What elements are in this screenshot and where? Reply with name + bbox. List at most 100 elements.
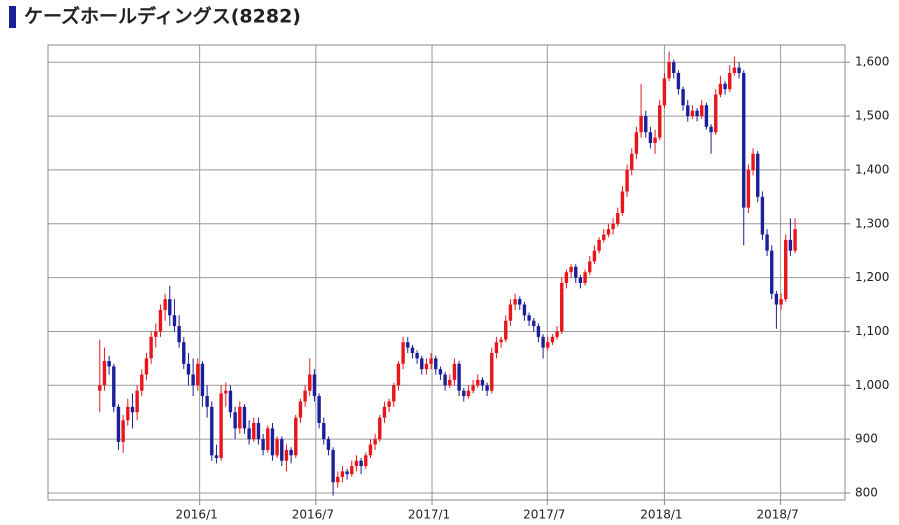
candle-body (214, 455, 219, 458)
candle-body (592, 250, 597, 262)
candle-body (149, 336, 153, 359)
candle-body (490, 353, 494, 391)
candle-body (546, 342, 550, 348)
candle-body (247, 428, 251, 440)
candle-body (751, 153, 755, 170)
candle-body (560, 283, 564, 332)
candle-body (261, 439, 265, 450)
candle-body (382, 406, 387, 418)
candle-body (326, 439, 331, 450)
candle-body (284, 449, 289, 461)
candle-body (765, 234, 769, 251)
candle-body (639, 116, 643, 133)
candle-body (172, 315, 177, 327)
candle-body (368, 444, 373, 456)
candle-body (471, 385, 475, 391)
candle-body (191, 374, 195, 386)
candle-body (602, 234, 606, 240)
candle-body (345, 471, 349, 475)
candle-body (504, 320, 508, 340)
candle-body (709, 126, 713, 133)
candle-body (354, 460, 359, 467)
candle-body (742, 73, 746, 208)
candle-body (163, 299, 167, 310)
candle-body (401, 342, 405, 364)
candle-body (718, 83, 723, 95)
candle-body (704, 105, 709, 127)
candle-body (569, 266, 573, 273)
y-tick-label: 1,300 (855, 216, 889, 230)
candle-body (760, 196, 765, 235)
plot-frame (47, 44, 846, 501)
candle-body (522, 304, 527, 316)
candle-body (695, 110, 699, 117)
candle-body (168, 299, 172, 316)
x-tick-label: 2017/7 (523, 508, 565, 522)
candle-body (210, 406, 214, 456)
candle-body (298, 401, 303, 418)
candle-body (672, 62, 676, 73)
candle-body (177, 326, 181, 343)
candle-body (513, 299, 517, 305)
candle-body (233, 412, 237, 429)
x-tick-label: 2018/7 (756, 508, 798, 522)
y-tick-label: 1,600 (855, 55, 889, 69)
candle-body (550, 336, 555, 343)
candle-body (630, 153, 634, 170)
candle-body (653, 137, 657, 143)
candle-body (574, 266, 578, 278)
candle-body (158, 309, 163, 332)
candle-body (406, 342, 410, 348)
candle-body (420, 358, 424, 370)
candle-body (616, 213, 620, 224)
candle-body (634, 132, 639, 154)
candle-body (443, 374, 447, 386)
candle-body (331, 449, 335, 483)
candle-body (224, 390, 228, 394)
candles (98, 51, 797, 496)
candle-body (625, 169, 629, 192)
candle-body (494, 342, 499, 353)
candle-body (429, 358, 433, 364)
candle-body (667, 62, 671, 79)
candle-body (532, 320, 536, 327)
candle-body (336, 476, 340, 483)
grid (48, 45, 850, 505)
candle-body (392, 385, 396, 402)
candle-body (476, 379, 480, 386)
candle-body (359, 460, 363, 467)
candle-body (182, 342, 186, 364)
candle-body (732, 67, 737, 73)
candle-body (317, 396, 321, 423)
candle-body (312, 374, 317, 397)
candle-body (728, 73, 732, 90)
candle-body (424, 363, 429, 370)
candle-body (280, 439, 284, 461)
candle-body (681, 89, 685, 106)
candle-body (410, 347, 415, 353)
y-tick-label: 900 (855, 432, 878, 446)
candle-body (620, 191, 625, 213)
candle-body (294, 417, 298, 456)
candle-body (541, 336, 545, 348)
candle-body (606, 229, 611, 235)
candle-body (611, 223, 615, 230)
candle-body (200, 363, 205, 397)
candle-body (256, 423, 261, 440)
candle-body (396, 363, 401, 386)
candle-body (228, 390, 233, 413)
title-icon (9, 6, 16, 28)
y-tick-label: 1,000 (855, 378, 889, 392)
candle-body (107, 361, 111, 367)
x-tick-label: 2017/1 (408, 508, 450, 522)
candle-body (644, 116, 648, 133)
candle-body (690, 110, 695, 117)
candle-body (499, 339, 503, 343)
candle-body (662, 78, 667, 106)
candle-body (788, 239, 793, 251)
candle-body (303, 390, 307, 402)
candle-body (746, 169, 751, 208)
candle-body (275, 439, 279, 456)
candle-body (130, 406, 135, 413)
